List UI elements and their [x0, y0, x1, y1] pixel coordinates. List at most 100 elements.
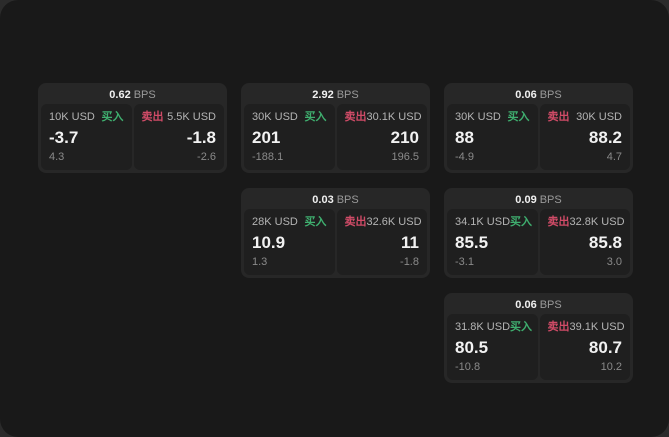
buy-quote-panel[interactable]: 34.1K USD 买入 85.5 -3.1 [447, 209, 538, 275]
bps-unit-label: BPS [133, 89, 156, 101]
bps-value: 2.92 [312, 89, 334, 101]
bps-value: 0.62 [109, 89, 131, 101]
buy-quote-panel[interactable]: 31.8K USD 买入 80.5 -10.8 [447, 314, 538, 380]
sell-side-label: 卖出 [547, 111, 570, 123]
buy-sub-value: 4.3 [49, 151, 65, 163]
sell-price-value: 80.7 [588, 337, 622, 357]
sell-size-label: 32.8K USD [569, 216, 625, 228]
buy-quote-panel[interactable]: 28K USD 买入 10.9 1.3 [244, 209, 335, 275]
buy-size-label: 28K USD [252, 216, 298, 228]
sell-size-label: 32.6K USD [366, 216, 422, 228]
sell-sub-value: -2.6 [197, 151, 216, 163]
buy-sub-value: -4.9 [455, 151, 474, 163]
buy-sub-value: -3.1 [455, 256, 474, 268]
sell-sub-value: 3.0 [606, 256, 622, 268]
sell-panel-top-row: 卖出 30.1K USD [344, 111, 422, 124]
sell-panel-top-row: 卖出 32.6K USD [344, 216, 422, 229]
sell-price-value: 88.2 [588, 127, 622, 147]
buy-quote-panel[interactable]: 30K USD 买入 201 -188.1 [244, 104, 335, 170]
quote-card: 0.09 BPS 34.1K USD 买入 85.5 -3.1 卖出 32.8K USD 85.… [444, 188, 633, 278]
buy-side-label: 买入 [101, 111, 124, 123]
buy-panel-top-row: 28K USD 买入 [252, 216, 327, 229]
bps-unit-label: BPS [336, 194, 359, 206]
sell-side-label: 卖出 [547, 321, 570, 333]
buy-price-value: 201 [252, 127, 281, 147]
sell-sub-value: 196.5 [391, 151, 419, 163]
bps-value: 0.06 [515, 89, 537, 101]
quote-panels: 30K USD 买入 88 -4.9 卖出 30K USD 88.2 4.7 [447, 104, 630, 170]
sell-quote-panel[interactable]: 卖出 5.5K USD -1.8 -2.6 [133, 104, 224, 170]
sell-panel-top-row: 卖出 5.5K USD [142, 111, 217, 124]
sell-price-value: 11 [401, 232, 419, 252]
card-header: 0.62 BPS [41, 86, 224, 104]
sell-side-label: 卖出 [141, 111, 164, 123]
buy-size-label: 30K USD [252, 111, 298, 123]
card-header: 0.03 BPS [244, 191, 427, 209]
buy-size-label: 31.8K USD [455, 321, 511, 333]
buy-side-label: 买入 [304, 111, 327, 123]
bps-value: 0.06 [515, 299, 537, 311]
sell-sub-value: 10.2 [600, 361, 622, 373]
bps-unit-label: BPS [539, 89, 562, 101]
card-header: 0.06 BPS [447, 296, 630, 314]
buy-panel-top-row: 31.8K USD 买入 [455, 321, 533, 334]
bps-value: 0.09 [515, 194, 537, 206]
card-header: 2.92 BPS [244, 86, 427, 104]
buy-side-label: 买入 [510, 321, 533, 333]
buy-price-value: -3.7 [49, 127, 79, 147]
sell-size-label: 30K USD [576, 111, 622, 123]
buy-size-label: 10K USD [49, 111, 95, 123]
buy-panel-top-row: 34.1K USD 买入 [455, 216, 533, 229]
buy-size-label: 34.1K USD [455, 216, 511, 228]
quote-card: 2.92 BPS 30K USD 买入 201 -188.1 卖出 30.1K USD 210 1… [241, 83, 430, 173]
quote-panels: 10K USD 买入 -3.7 4.3 卖出 5.5K USD -1.8 -2.6 [41, 104, 224, 170]
buy-sub-value: 1.3 [252, 256, 268, 268]
sell-side-label: 卖出 [344, 111, 367, 123]
buy-panel-top-row: 10K USD 买入 [49, 111, 124, 124]
quote-card: 0.03 BPS 28K USD 买入 10.9 1.3 卖出 32.6K USD 11 -1.8 [241, 188, 430, 278]
buy-price-value: 88 [455, 127, 474, 147]
card-header: 0.06 BPS [447, 86, 630, 104]
buy-panel-top-row: 30K USD 买入 [455, 111, 530, 124]
quote-panels: 31.8K USD 买入 80.5 -10.8 卖出 39.1K USD 80.7 10.2 [447, 314, 630, 380]
sell-size-label: 39.1K USD [569, 321, 625, 333]
bps-unit-label: BPS [539, 194, 562, 206]
sell-sub-value: 4.7 [606, 151, 622, 163]
sell-size-label: 30.1K USD [366, 111, 422, 123]
buy-size-label: 30K USD [455, 111, 501, 123]
buy-quote-panel[interactable]: 30K USD 买入 88 -4.9 [447, 104, 538, 170]
sell-price-value: 210 [390, 127, 419, 147]
sell-quote-panel[interactable]: 卖出 32.6K USD 11 -1.8 [336, 209, 427, 275]
card-header: 0.09 BPS [447, 191, 630, 209]
sell-size-label: 5.5K USD [167, 111, 216, 123]
quote-panels: 28K USD 买入 10.9 1.3 卖出 32.6K USD 11 -1.8 [244, 209, 427, 275]
buy-price-value: 85.5 [455, 232, 489, 252]
sell-panel-top-row: 卖出 32.8K USD [547, 216, 625, 229]
sell-side-label: 卖出 [344, 216, 367, 228]
buy-price-value: 10.9 [252, 232, 286, 252]
sell-price-value: -1.8 [186, 127, 216, 147]
buy-side-label: 买入 [510, 216, 533, 228]
buy-sub-value: -10.8 [455, 361, 481, 373]
quote-card: 0.62 BPS 10K USD 买入 -3.7 4.3 卖出 5.5K USD -1.8 -2.… [38, 83, 227, 173]
sell-sub-value: -1.8 [400, 256, 419, 268]
sell-side-label: 卖出 [547, 216, 570, 228]
quote-card: 0.06 BPS 30K USD 买入 88 -4.9 卖出 30K USD 88.2 4.7 [444, 83, 633, 173]
sell-quote-panel[interactable]: 卖出 39.1K USD 80.7 10.2 [539, 314, 630, 380]
quote-panels: 34.1K USD 买入 85.5 -3.1 卖出 32.8K USD 85.8 3.0 [447, 209, 630, 275]
buy-quote-panel[interactable]: 10K USD 买入 -3.7 4.3 [41, 104, 132, 170]
sell-quote-panel[interactable]: 卖出 30K USD 88.2 4.7 [539, 104, 630, 170]
quote-panels: 30K USD 买入 201 -188.1 卖出 30.1K USD 210 196.5 [244, 104, 427, 170]
quote-card: 0.06 BPS 31.8K USD 买入 80.5 -10.8 卖出 39.1K USD 80… [444, 293, 633, 383]
sell-quote-panel[interactable]: 卖出 32.8K USD 85.8 3.0 [539, 209, 630, 275]
bps-unit-label: BPS [539, 299, 562, 311]
bps-unit-label: BPS [336, 89, 359, 101]
sell-price-value: 85.8 [588, 232, 622, 252]
sell-quote-panel[interactable]: 卖出 30.1K USD 210 196.5 [336, 104, 427, 170]
bps-value: 0.03 [312, 194, 334, 206]
buy-sub-value: -188.1 [252, 151, 284, 163]
sell-panel-top-row: 卖出 39.1K USD [547, 321, 625, 334]
